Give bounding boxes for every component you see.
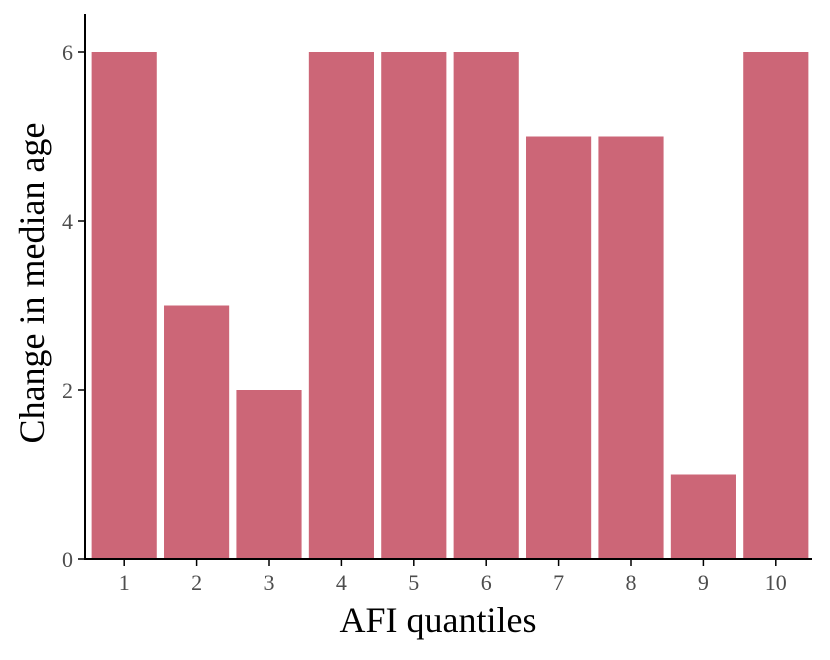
x-tick-label-2: 2 (191, 570, 202, 595)
bar-1 (91, 52, 157, 559)
bar-7 (526, 136, 592, 559)
x-axis-ticks: 1 2 3 4 5 6 7 8 9 10 (119, 559, 787, 595)
x-tick-label-6: 6 (481, 570, 492, 595)
y-tick-label-2: 2 (62, 378, 73, 403)
bar-4 (308, 52, 374, 559)
x-tick-label-8: 8 (626, 570, 637, 595)
bars-group (91, 52, 809, 559)
y-axis-title: Change in median age (12, 123, 52, 444)
y-tick-label-6: 6 (62, 40, 73, 65)
y-tick-label-0: 0 (62, 547, 73, 572)
bar-10 (743, 52, 809, 559)
bar-6 (453, 52, 519, 559)
bar-3 (236, 390, 302, 559)
bar-2 (164, 305, 230, 559)
x-tick-label-10: 10 (765, 570, 787, 595)
x-tick-label-9: 9 (698, 570, 709, 595)
y-tick-label-4: 4 (62, 209, 73, 234)
x-tick-label-3: 3 (264, 570, 275, 595)
bar-5 (381, 52, 447, 559)
bar-8 (598, 136, 664, 559)
x-tick-label-1: 1 (119, 570, 130, 595)
x-tick-label-4: 4 (336, 570, 347, 595)
y-axis-ticks: 0 2 4 6 (62, 40, 85, 572)
x-tick-label-7: 7 (553, 570, 564, 595)
bar-9 (670, 474, 736, 559)
x-tick-label-5: 5 (408, 570, 419, 595)
x-axis-title: AFI quantiles (340, 600, 537, 640)
